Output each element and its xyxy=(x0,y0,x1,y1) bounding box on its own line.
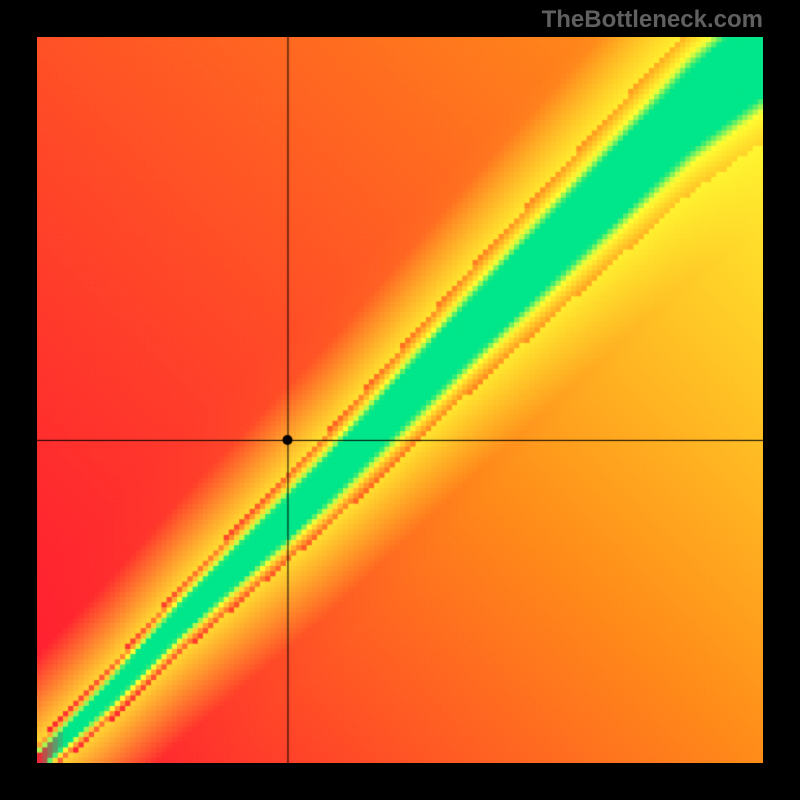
watermark-text: TheBottleneck.com xyxy=(542,6,763,34)
chart-container: TheBottleneck.com xyxy=(0,0,800,800)
bottleneck-heatmap xyxy=(37,37,763,763)
